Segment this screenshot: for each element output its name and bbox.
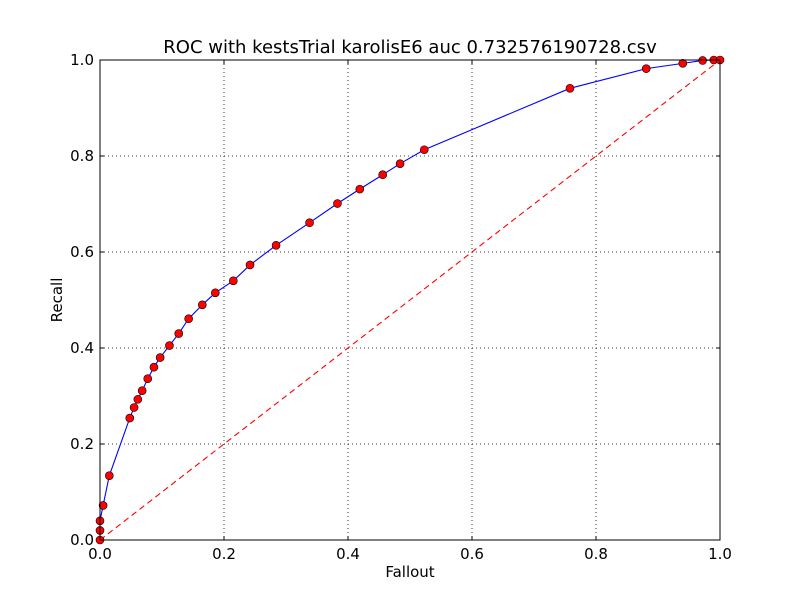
x-tick-label: 0.2 [212,545,236,563]
roc-point [98,501,108,510]
roc-point [198,300,207,310]
roc-point [245,260,255,270]
x-tick-label: 0.6 [460,545,484,563]
roc-point [165,341,174,350]
y-tick-label: 0.2 [70,435,94,453]
chance-line [99,59,721,541]
series-layer [95,55,725,545]
roc-point [129,403,139,412]
x-tick-label: 0.0 [88,545,112,563]
roc-point [378,170,388,180]
roc-point [271,240,281,250]
roc-point [143,374,153,384]
x-tick-label: 0.8 [584,545,608,563]
roc-point [565,84,575,93]
roc-point [184,314,193,324]
roc-point [333,199,342,208]
y-tick-label: 0.8 [70,147,94,165]
y-tick-label: 0.6 [70,243,94,261]
roc-point [133,395,143,404]
plot-frame [99,59,721,541]
x-tick-label: 1.0 [708,545,732,563]
roc-point [211,288,220,298]
ticks: 0.0 0.2 0.4 0.6 0.8 1.0 0.0 0.2 0.4 0.6 0.8 1.0 [70,51,732,563]
y-axis-label: Recall [48,278,66,323]
roc-point [305,218,314,228]
roc-point [174,329,184,338]
y-tick-label: 0.4 [70,339,94,357]
roc-point [355,184,365,194]
roc-point [149,362,159,372]
roc-point [125,413,135,423]
roc-point [678,59,688,68]
y-tick-label: 1.0 [70,51,94,69]
y-tick-label: 0.0 [70,531,94,549]
grid [100,60,720,540]
roc-point [419,145,429,155]
roc-point [137,386,147,396]
roc-point [641,64,651,73]
x-axis-label: Fallout [385,563,434,581]
x-tick-label: 0.4 [336,545,360,563]
roc-point [229,276,238,286]
chart-title: ROC with kestsTrial karolisE6 auc 0.7325… [163,37,657,58]
roc-point [105,471,114,480]
roc-point [395,159,405,168]
roc-point [155,353,165,362]
